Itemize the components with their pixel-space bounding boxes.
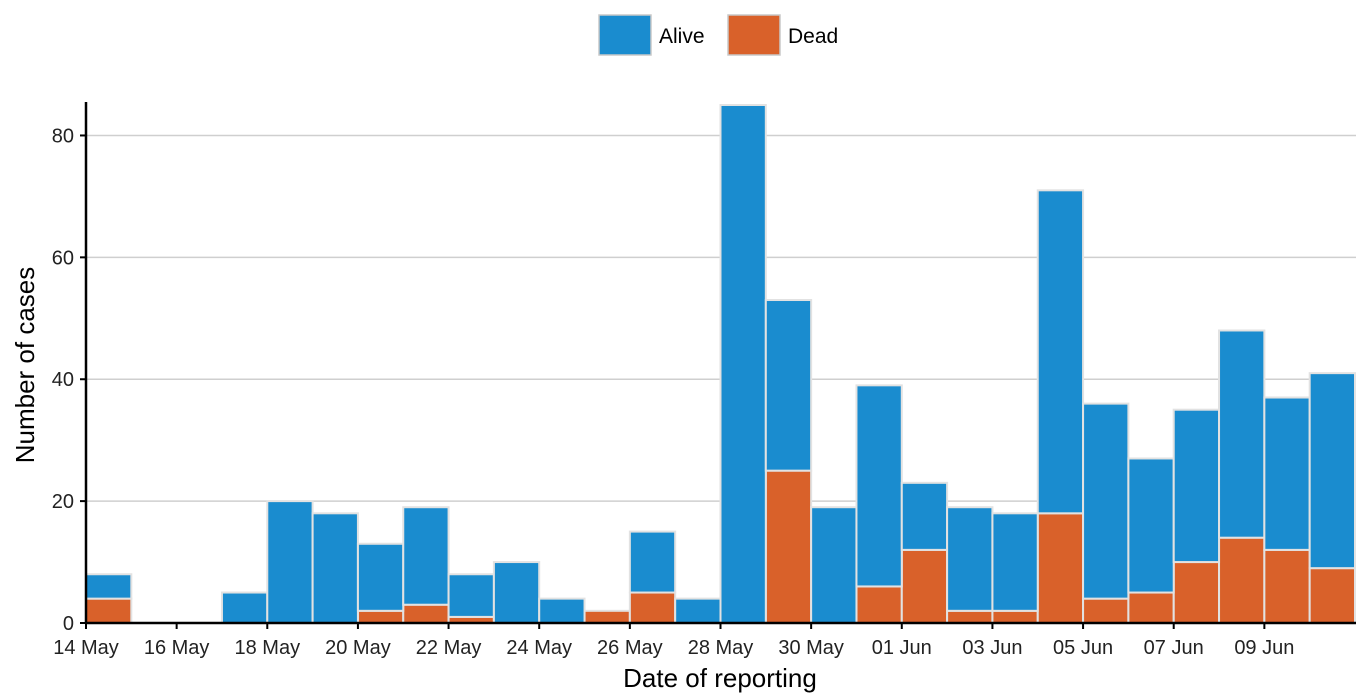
bar-alive: [447, 573, 495, 618]
bar-dead: [85, 597, 133, 625]
x-tick-label: 16 May: [144, 637, 210, 659]
x-axis-title: Date of reporting: [623, 663, 817, 693]
bar-alive: [674, 597, 722, 625]
x-tick-label: 22 May: [416, 637, 482, 659]
bar-alive: [1172, 408, 1221, 564]
bar-dead: [1172, 561, 1221, 625]
bar-dead: [1308, 567, 1357, 625]
bar-alive: [1082, 402, 1130, 600]
bar-alive: [356, 542, 405, 612]
bar-alive: [538, 597, 586, 625]
bar-dead: [356, 609, 405, 625]
bars: [85, 104, 1357, 625]
bar-alive: [764, 299, 813, 472]
bar-alive: [855, 384, 903, 588]
x-tick-label: 01 Jun: [872, 637, 932, 659]
x-tick-label: 18 May: [234, 637, 300, 659]
x-tick-label: 24 May: [506, 637, 572, 659]
bar-alive: [900, 481, 949, 551]
y-tick-label: 80: [52, 125, 74, 147]
y-axis-ticks: 0 20 40 60 80: [52, 125, 86, 635]
legend: Alive Dead: [598, 14, 838, 56]
x-axis-ticks: 14 May 16 May 18 May 20 May 22 May 24 May 26 M…: [53, 623, 1294, 659]
bar-alive: [85, 573, 133, 600]
x-tick-label: 26 May: [597, 637, 663, 659]
y-tick-label: 20: [52, 491, 74, 513]
bar-alive: [1127, 457, 1175, 594]
y-tick-label: 60: [52, 247, 74, 269]
bar-dead: [1082, 597, 1130, 625]
bar-alive: [991, 512, 1039, 612]
legend-label-dead: Dead: [788, 25, 838, 48]
bar-dead: [855, 585, 903, 625]
legend-label-alive: Alive: [659, 25, 705, 48]
legend-key-alive: [598, 14, 652, 56]
bar-alive: [946, 506, 994, 612]
bar-dead: [946, 609, 994, 625]
x-tick-label: 09 Jun: [1234, 637, 1294, 659]
y-axis-title: Number of cases: [10, 267, 40, 464]
bar-alive: [311, 512, 359, 625]
x-tick-label: 30 May: [778, 637, 844, 659]
bar-dead: [1218, 536, 1266, 625]
x-tick-label: 05 Jun: [1053, 637, 1113, 659]
y-tick-label: 40: [52, 369, 74, 391]
bar-alive: [1263, 396, 1311, 551]
bar-dead: [1036, 512, 1085, 625]
bar-alive: [492, 561, 541, 625]
bar-alive: [628, 530, 677, 594]
bar-alive: [402, 506, 450, 606]
bar-alive: [810, 506, 858, 624]
bar-alive: [719, 104, 767, 624]
bar-alive: [1036, 189, 1085, 515]
bar-dead: [402, 603, 450, 625]
x-tick-label: 07 Jun: [1144, 637, 1204, 659]
bar-alive: [220, 591, 269, 625]
bar-dead: [900, 548, 949, 625]
bar-dead: [1263, 548, 1311, 625]
x-tick-label: 03 Jun: [962, 637, 1022, 659]
legend-key-dead: [727, 14, 781, 56]
bar-dead: [628, 591, 677, 625]
bar-alive: [266, 500, 314, 624]
x-tick-label: 28 May: [688, 637, 754, 659]
x-tick-label: 20 May: [325, 637, 391, 659]
bar-dead: [1127, 591, 1175, 625]
y-tick-label: 0: [63, 613, 74, 635]
bar-alive: [1308, 372, 1357, 570]
bar-dead: [991, 609, 1039, 625]
bar-dead: [764, 469, 813, 624]
bar-alive: [1218, 329, 1266, 539]
x-tick-label: 14 May: [53, 637, 119, 659]
bar-dead: [583, 609, 631, 625]
